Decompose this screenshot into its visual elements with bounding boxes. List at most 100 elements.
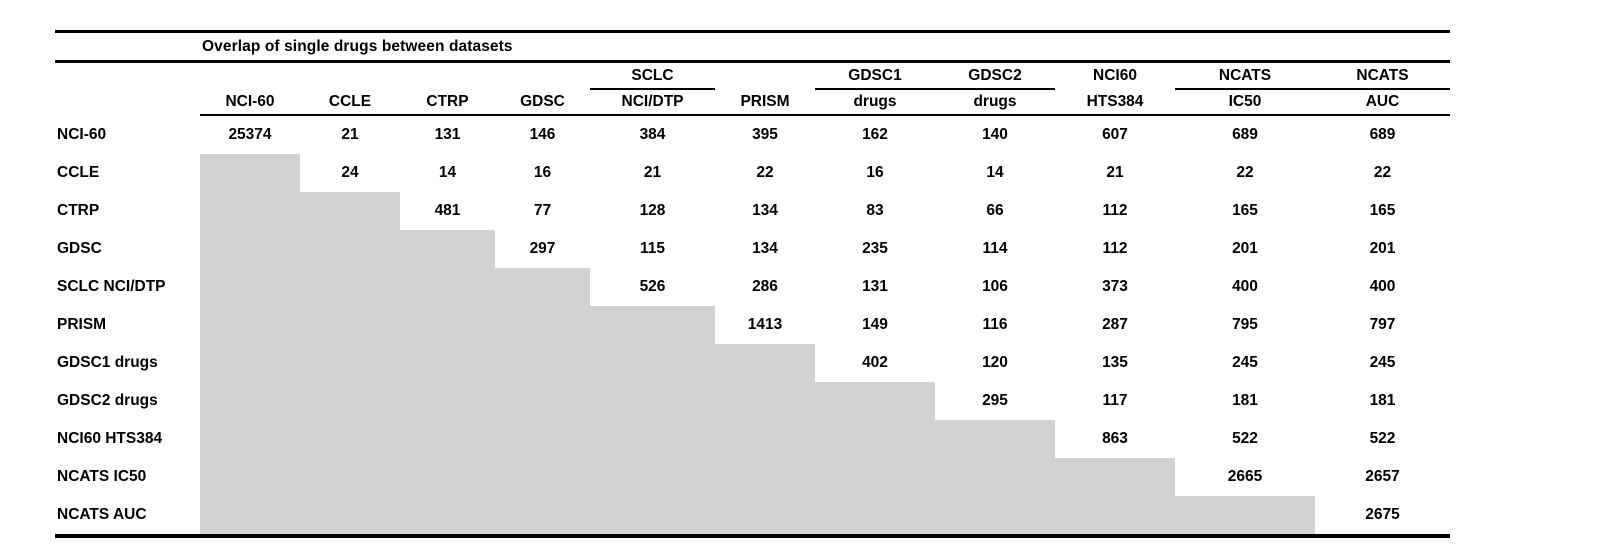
value-cell: 689 xyxy=(1369,126,1396,143)
value-cell: 117 xyxy=(1102,392,1128,409)
value-cell: 106 xyxy=(982,278,1008,295)
matrix-row-gdsc2-drugs: GDSC2 drugs 295 117 181 181 xyxy=(55,382,1450,420)
value-cell: 689 xyxy=(1232,126,1258,143)
group-header-gdsc1: GDSC1 xyxy=(815,63,935,90)
value-cell: 522 xyxy=(1369,430,1396,447)
matrix-row-prism: PRISM 1413 149 116 287 795 797 xyxy=(55,306,1450,344)
value-cell: 400 xyxy=(1369,278,1396,295)
value-cell: 2665 xyxy=(1227,468,1263,485)
value-cell: 66 xyxy=(986,202,1004,219)
matrix-body: NCI-60 25374 21 131 146 384 395 162 140 607 689 689… xyxy=(55,115,1450,534)
shaded-cell xyxy=(935,458,1055,496)
group-header-gdsc2: GDSC2 xyxy=(935,63,1055,90)
value-cell: 135 xyxy=(1102,354,1128,371)
value-cell: 2675 xyxy=(1365,506,1400,523)
value-cell: 181 xyxy=(1369,392,1396,409)
value-cell: 120 xyxy=(982,354,1008,371)
value-cell: 22 xyxy=(1373,164,1392,181)
table-title: Overlap of single drugs between datasets xyxy=(202,37,513,55)
shaded-cell xyxy=(1055,496,1175,534)
matrix-row-ctrp: CTRP 481 77 128 134 83 66 112 165 165 xyxy=(55,192,1450,230)
shaded-cell xyxy=(590,496,715,534)
shaded-cell xyxy=(200,306,300,344)
shaded-cell xyxy=(400,496,495,534)
group-header-row: SCLC GDSC1 GDSC2 NCI60 NCATS NCATS xyxy=(55,63,1450,90)
shaded-cell xyxy=(200,154,300,192)
shaded-cell xyxy=(815,382,935,420)
value-cell: 112 xyxy=(1102,202,1128,219)
row-label: PRISM xyxy=(57,316,107,333)
shaded-cell xyxy=(815,496,935,534)
value-cell: 522 xyxy=(1232,430,1258,447)
value-cell: 146 xyxy=(529,126,556,143)
value-cell: 16 xyxy=(533,164,552,181)
shaded-cell xyxy=(590,458,715,496)
shaded-cell xyxy=(400,420,495,458)
value-cell: 21 xyxy=(1106,164,1124,181)
column-header-auc: AUC xyxy=(1315,89,1450,116)
column-header-spacer xyxy=(55,89,200,115)
value-cell: 22 xyxy=(1236,164,1254,181)
matrix-row-ncats-ic50: NCATS IC50 2665 2657 xyxy=(55,458,1450,496)
value-cell: 481 xyxy=(434,202,461,219)
shaded-cell xyxy=(400,306,495,344)
shaded-cell xyxy=(935,420,1055,458)
row-label: GDSC2 drugs xyxy=(57,392,158,409)
matrix-row-sclc-nci-dtp: SCLC NCI/DTP 526 286 131 106 373 400 400 xyxy=(55,268,1450,306)
value-cell: 134 xyxy=(752,202,778,219)
shaded-cell xyxy=(715,496,815,534)
value-cell: 797 xyxy=(1369,316,1396,333)
shaded-cell xyxy=(200,192,300,230)
shaded-cell xyxy=(495,420,590,458)
column-header-ic50: IC50 xyxy=(1175,89,1315,116)
column-header-ccle: CCLE xyxy=(300,89,400,116)
value-cell: 402 xyxy=(862,354,888,371)
matrix-row-ccle: CCLE 24 14 16 21 22 16 14 21 22 22 xyxy=(55,154,1450,192)
shaded-cell xyxy=(400,382,495,420)
value-cell: 22 xyxy=(756,164,774,181)
shaded-cell xyxy=(400,458,495,496)
shaded-cell xyxy=(300,230,400,268)
value-cell: 384 xyxy=(639,126,666,143)
matrix-row-gdsc: GDSC 297 115 134 235 114 112 201 201 xyxy=(55,230,1450,268)
shaded-cell xyxy=(495,344,590,382)
matrix-row-nci-60: NCI-60 25374 21 131 146 384 395 162 140 607 689 689 xyxy=(55,115,1450,154)
value-cell: 526 xyxy=(639,278,666,295)
shaded-cell xyxy=(300,306,400,344)
value-cell: 400 xyxy=(1232,278,1258,295)
group-header-spacer xyxy=(495,63,590,89)
value-cell: 25374 xyxy=(228,126,272,143)
column-header-row: NCI-60 CCLE CTRP GDSC NCI/DTP PRISM drugs drugs… xyxy=(55,89,1450,116)
value-cell: 795 xyxy=(1232,316,1258,333)
matrix-row-ncats-auc: NCATS AUC 2675 xyxy=(55,496,1450,534)
row-label: GDSC xyxy=(57,240,102,257)
column-header-drugs: drugs xyxy=(935,89,1055,116)
shaded-cell xyxy=(300,420,400,458)
value-cell: 134 xyxy=(752,240,778,257)
group-header-spacer xyxy=(400,63,495,89)
column-header-ctrp: CTRP xyxy=(400,89,495,116)
row-label: NCATS AUC xyxy=(57,506,147,523)
table-title-row: Overlap of single drugs between datasets xyxy=(55,33,1450,60)
shaded-cell xyxy=(300,496,400,534)
shaded-cell xyxy=(300,192,400,230)
value-cell: 165 xyxy=(1232,202,1258,219)
value-cell: 201 xyxy=(1369,240,1396,257)
value-cell: 201 xyxy=(1232,240,1258,257)
value-cell: 14 xyxy=(438,164,457,181)
value-cell: 235 xyxy=(862,240,888,257)
value-cell: 286 xyxy=(752,278,778,295)
value-cell: 149 xyxy=(862,316,888,333)
shaded-cell xyxy=(200,382,300,420)
group-header-spacer xyxy=(715,63,815,89)
value-cell: 181 xyxy=(1232,392,1258,409)
row-label: CTRP xyxy=(57,202,100,219)
matrix-row-gdsc1-drugs: GDSC1 drugs 402 120 135 245 245 xyxy=(55,344,1450,382)
value-cell: 115 xyxy=(639,240,665,257)
shaded-cell xyxy=(200,344,300,382)
value-cell: 21 xyxy=(341,126,359,143)
value-cell: 373 xyxy=(1102,278,1128,295)
value-cell: 131 xyxy=(862,278,888,295)
shaded-cell xyxy=(300,382,400,420)
